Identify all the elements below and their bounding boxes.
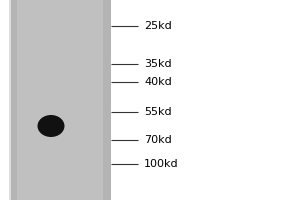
Text: 35kd: 35kd: [144, 59, 172, 69]
Text: 40kd: 40kd: [144, 77, 172, 87]
Text: 55kd: 55kd: [144, 107, 172, 117]
Text: 100kd: 100kd: [144, 159, 178, 169]
Bar: [9, 0, 11, 200]
Text: 70kd: 70kd: [144, 135, 172, 145]
Text: 25kd: 25kd: [144, 21, 172, 31]
Bar: [9, 0, 17, 200]
Bar: [9, 0, 111, 200]
Ellipse shape: [38, 115, 64, 137]
Bar: [103, 0, 111, 200]
